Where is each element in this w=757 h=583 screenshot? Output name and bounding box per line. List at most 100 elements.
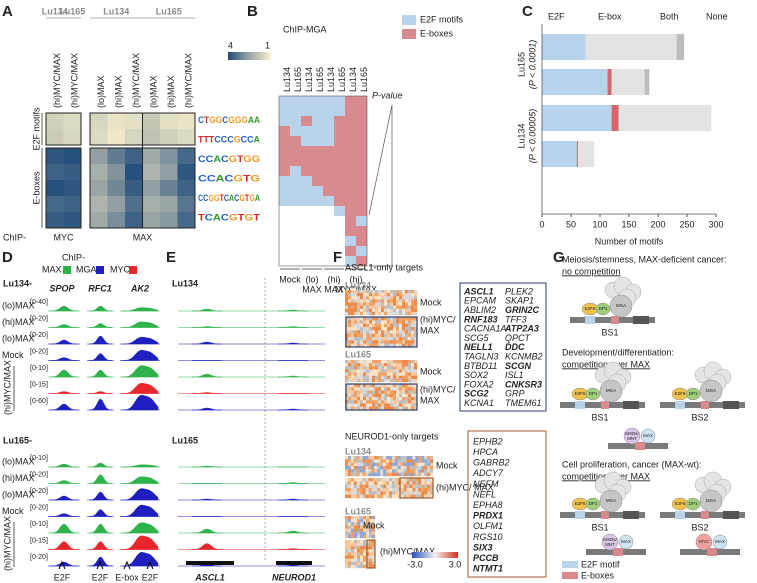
group-label: Lu134- <box>3 278 32 288</box>
x-axis-title: Number of motifs <box>595 236 664 246</box>
heat-cell <box>405 330 409 334</box>
heat-cell <box>399 378 403 383</box>
heat-cell <box>347 456 352 460</box>
heat-cell <box>351 555 355 559</box>
heat-cell <box>384 378 388 383</box>
column-label: (hi)MYC/MAX <box>131 53 141 108</box>
group-label: (hi) <box>328 274 341 284</box>
heat-cell <box>372 330 376 334</box>
heat-cell <box>389 472 393 477</box>
peak <box>192 528 222 534</box>
heat-cell <box>348 360 352 364</box>
heat-cell <box>400 491 404 495</box>
heat-cell <box>414 317 418 321</box>
heat-cell <box>357 293 361 297</box>
heat-cell <box>345 531 349 536</box>
heat-cell <box>351 323 355 328</box>
heat-cell <box>360 372 364 376</box>
heat-cell <box>402 372 406 376</box>
heat-cell <box>399 327 403 331</box>
heat-cell <box>403 488 407 492</box>
motif-cell <box>345 126 356 136</box>
block-outline <box>45 112 82 146</box>
gene-box <box>459 282 547 412</box>
motif-cell <box>323 106 334 116</box>
heat-cell <box>381 327 385 331</box>
heat-cell <box>354 387 358 391</box>
heat-cell <box>371 459 375 463</box>
heat-cell <box>430 478 434 482</box>
motif-cell <box>345 176 356 186</box>
heat-cell <box>430 469 434 473</box>
heat-cell <box>348 393 352 398</box>
heat-cell <box>366 375 370 380</box>
heat-cell <box>386 462 390 467</box>
heat-cell <box>354 296 358 300</box>
heat-cell <box>375 330 379 334</box>
heat-cell <box>411 375 415 380</box>
heat-cell <box>402 384 406 388</box>
motif-cell <box>345 156 356 166</box>
heat-cell <box>384 340 388 344</box>
heat-cell <box>383 484 387 489</box>
peak <box>278 342 308 345</box>
heat-cell <box>160 212 178 228</box>
heat-cell <box>396 293 400 297</box>
heat-cell <box>424 462 428 467</box>
heat-cell <box>351 375 355 380</box>
heat-cell <box>383 456 387 460</box>
heat-cell <box>353 466 357 470</box>
heat-cell <box>353 488 357 492</box>
heat-cell <box>357 393 361 398</box>
protein-label: MGA <box>606 388 616 393</box>
heat-cell <box>387 360 391 364</box>
legend-label: E-box <box>598 11 622 21</box>
column-label: (hi)MYC/MAX <box>70 53 80 108</box>
motif-cell <box>334 156 345 166</box>
heat-cell <box>354 369 358 373</box>
gene-name: RNF183 <box>464 314 498 324</box>
heat-cell <box>351 320 355 324</box>
heat-cell <box>393 327 397 331</box>
heat-cell <box>414 340 418 344</box>
heat-cell <box>359 481 363 485</box>
heat-cell <box>63 113 81 129</box>
heat-cell <box>63 196 81 212</box>
heat-cell <box>414 387 418 391</box>
heat-cell <box>360 403 364 407</box>
heat-cell <box>345 397 349 401</box>
heat-cell <box>350 462 355 467</box>
e2f-site <box>675 511 685 519</box>
heat-cell <box>348 343 352 348</box>
heat-cell <box>90 180 108 196</box>
ebox-site <box>701 401 709 409</box>
heat-cell <box>369 406 373 411</box>
heat-cell <box>387 397 391 401</box>
group-label: Lu165 <box>516 52 526 77</box>
heat-cell <box>350 472 355 477</box>
heat-cell <box>369 525 373 529</box>
heat-cell <box>142 212 160 228</box>
heat-cell <box>348 552 352 556</box>
heat-cell <box>348 531 352 536</box>
heat-cell <box>418 481 422 485</box>
x-tick-label: 250 <box>679 219 694 229</box>
heat-cell <box>421 459 425 463</box>
heat-cell <box>415 484 419 489</box>
heat-cell <box>63 212 81 228</box>
heat-cell <box>389 491 393 495</box>
heat-cell <box>399 360 403 364</box>
heat-cell <box>414 290 418 294</box>
heat-cell <box>142 148 160 164</box>
heat-cell <box>63 148 81 164</box>
heat-cell <box>402 363 406 367</box>
heat-cell <box>390 302 394 306</box>
gene-name: EPHB2 <box>473 436 503 446</box>
heat-cell <box>430 491 434 495</box>
heat-cell <box>396 403 400 407</box>
condition-label: (hi)MYC/ MAX <box>436 482 494 492</box>
heat-cell <box>353 472 357 477</box>
heat-cell <box>412 469 416 473</box>
heat-cell <box>405 363 409 367</box>
heat-cell <box>356 466 360 470</box>
